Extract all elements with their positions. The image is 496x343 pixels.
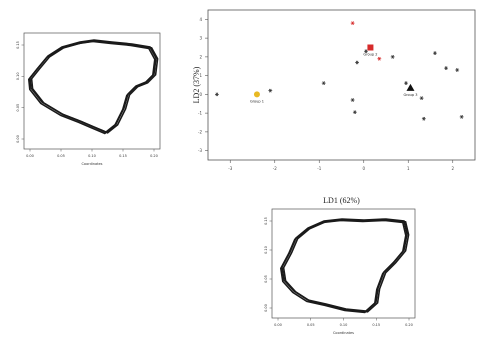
data-point (444, 66, 448, 70)
data-point-stroke (355, 60, 359, 65)
x-tick-label: 0.10 (88, 154, 96, 158)
data-point (421, 116, 426, 121)
x-tick-label: 1 (407, 166, 410, 171)
x-tick-label: 0.15 (119, 154, 127, 158)
data-point (364, 49, 368, 54)
y-tick-label: 0.00 (16, 135, 20, 143)
centroid-marker (406, 83, 415, 91)
data-point (350, 98, 355, 102)
outline-frame (23, 32, 161, 150)
data-point-stroke (215, 92, 219, 97)
data-point (390, 55, 395, 59)
data-point (459, 115, 464, 119)
data-point-stroke (269, 88, 272, 93)
data-point (419, 96, 424, 100)
x-tick-label: 0.05 (307, 323, 315, 327)
y-tick-label: 0.10 (264, 246, 268, 254)
y-tick-label: 2 (199, 54, 202, 59)
y-tick-label: 0 (199, 92, 202, 97)
x-tick-label: 2 (451, 166, 454, 171)
x-tick-label: 0.05 (57, 154, 65, 158)
x-tick-label: -2 (273, 166, 277, 171)
y-tick-label: 0.15 (264, 217, 268, 225)
y-axis-label: LD2 (37%) (192, 66, 201, 103)
data-point-stroke (351, 98, 354, 102)
outline-curve (279, 219, 407, 314)
x-tick-label: 0.00 (274, 323, 282, 327)
x-tick-label: 0.10 (340, 323, 348, 327)
x-tick-label: -3 (228, 166, 232, 171)
data-point-stroke (444, 66, 448, 70)
data-point (352, 110, 357, 115)
centroid-marker (367, 44, 374, 51)
y-tick-label: 0.15 (16, 41, 20, 49)
outline-curve (27, 40, 156, 135)
data-point-stroke (455, 68, 459, 72)
data-point (404, 81, 408, 85)
y-tick-label: 0.00 (264, 304, 268, 312)
y-tick-label: -2 (198, 129, 202, 134)
centroid-label: Group 1 (250, 99, 264, 103)
centroid-label: Group 2 (363, 53, 377, 57)
data-point-stroke (460, 115, 463, 119)
data-point-stroke (404, 81, 408, 85)
data-point (455, 68, 460, 72)
data-point-stroke (420, 96, 423, 100)
x-tick-label: 0.20 (405, 323, 413, 327)
x-tick-label: 0 (362, 166, 365, 171)
data-point (268, 88, 273, 93)
y-tick-label: 0.05 (264, 275, 268, 283)
centroid-marker (253, 91, 260, 98)
data-point-stroke (391, 55, 394, 59)
data-point-stroke (433, 51, 437, 55)
centroid-label: Group 3 (403, 93, 417, 97)
data-point-stroke (422, 116, 426, 121)
x-tick-label: -1 (317, 166, 321, 171)
data-point-stroke (322, 81, 325, 85)
x-tick-label: 0.20 (150, 154, 158, 158)
y-tick-label: 0.10 (16, 72, 20, 80)
data-point (215, 92, 219, 97)
y-tick-label: 3 (199, 36, 202, 41)
x-tick-label: 0.15 (372, 323, 380, 327)
y-tick-label: -1 (198, 111, 202, 116)
data-point (377, 56, 382, 61)
data-point (321, 81, 326, 85)
y-tick-label: -3 (198, 148, 202, 153)
data-point-stroke (364, 49, 368, 54)
y-tick-label: 4 (199, 17, 202, 22)
data-point-stroke (353, 110, 357, 115)
data-point (355, 60, 359, 65)
y-tick-label: 1 (199, 73, 202, 78)
x-tick-label: 0.00 (26, 154, 34, 158)
x-axis-label: Coordinates (81, 162, 102, 166)
data-point-stroke (378, 56, 381, 61)
data-point (350, 21, 355, 25)
y-tick-label: 0.05 (16, 104, 20, 112)
data-point-stroke (351, 21, 354, 25)
x-axis-label: Coordinates (333, 331, 354, 335)
plot-frame (207, 9, 476, 161)
data-point (433, 51, 437, 55)
x-axis-label: LD1 (62%) (323, 196, 360, 205)
